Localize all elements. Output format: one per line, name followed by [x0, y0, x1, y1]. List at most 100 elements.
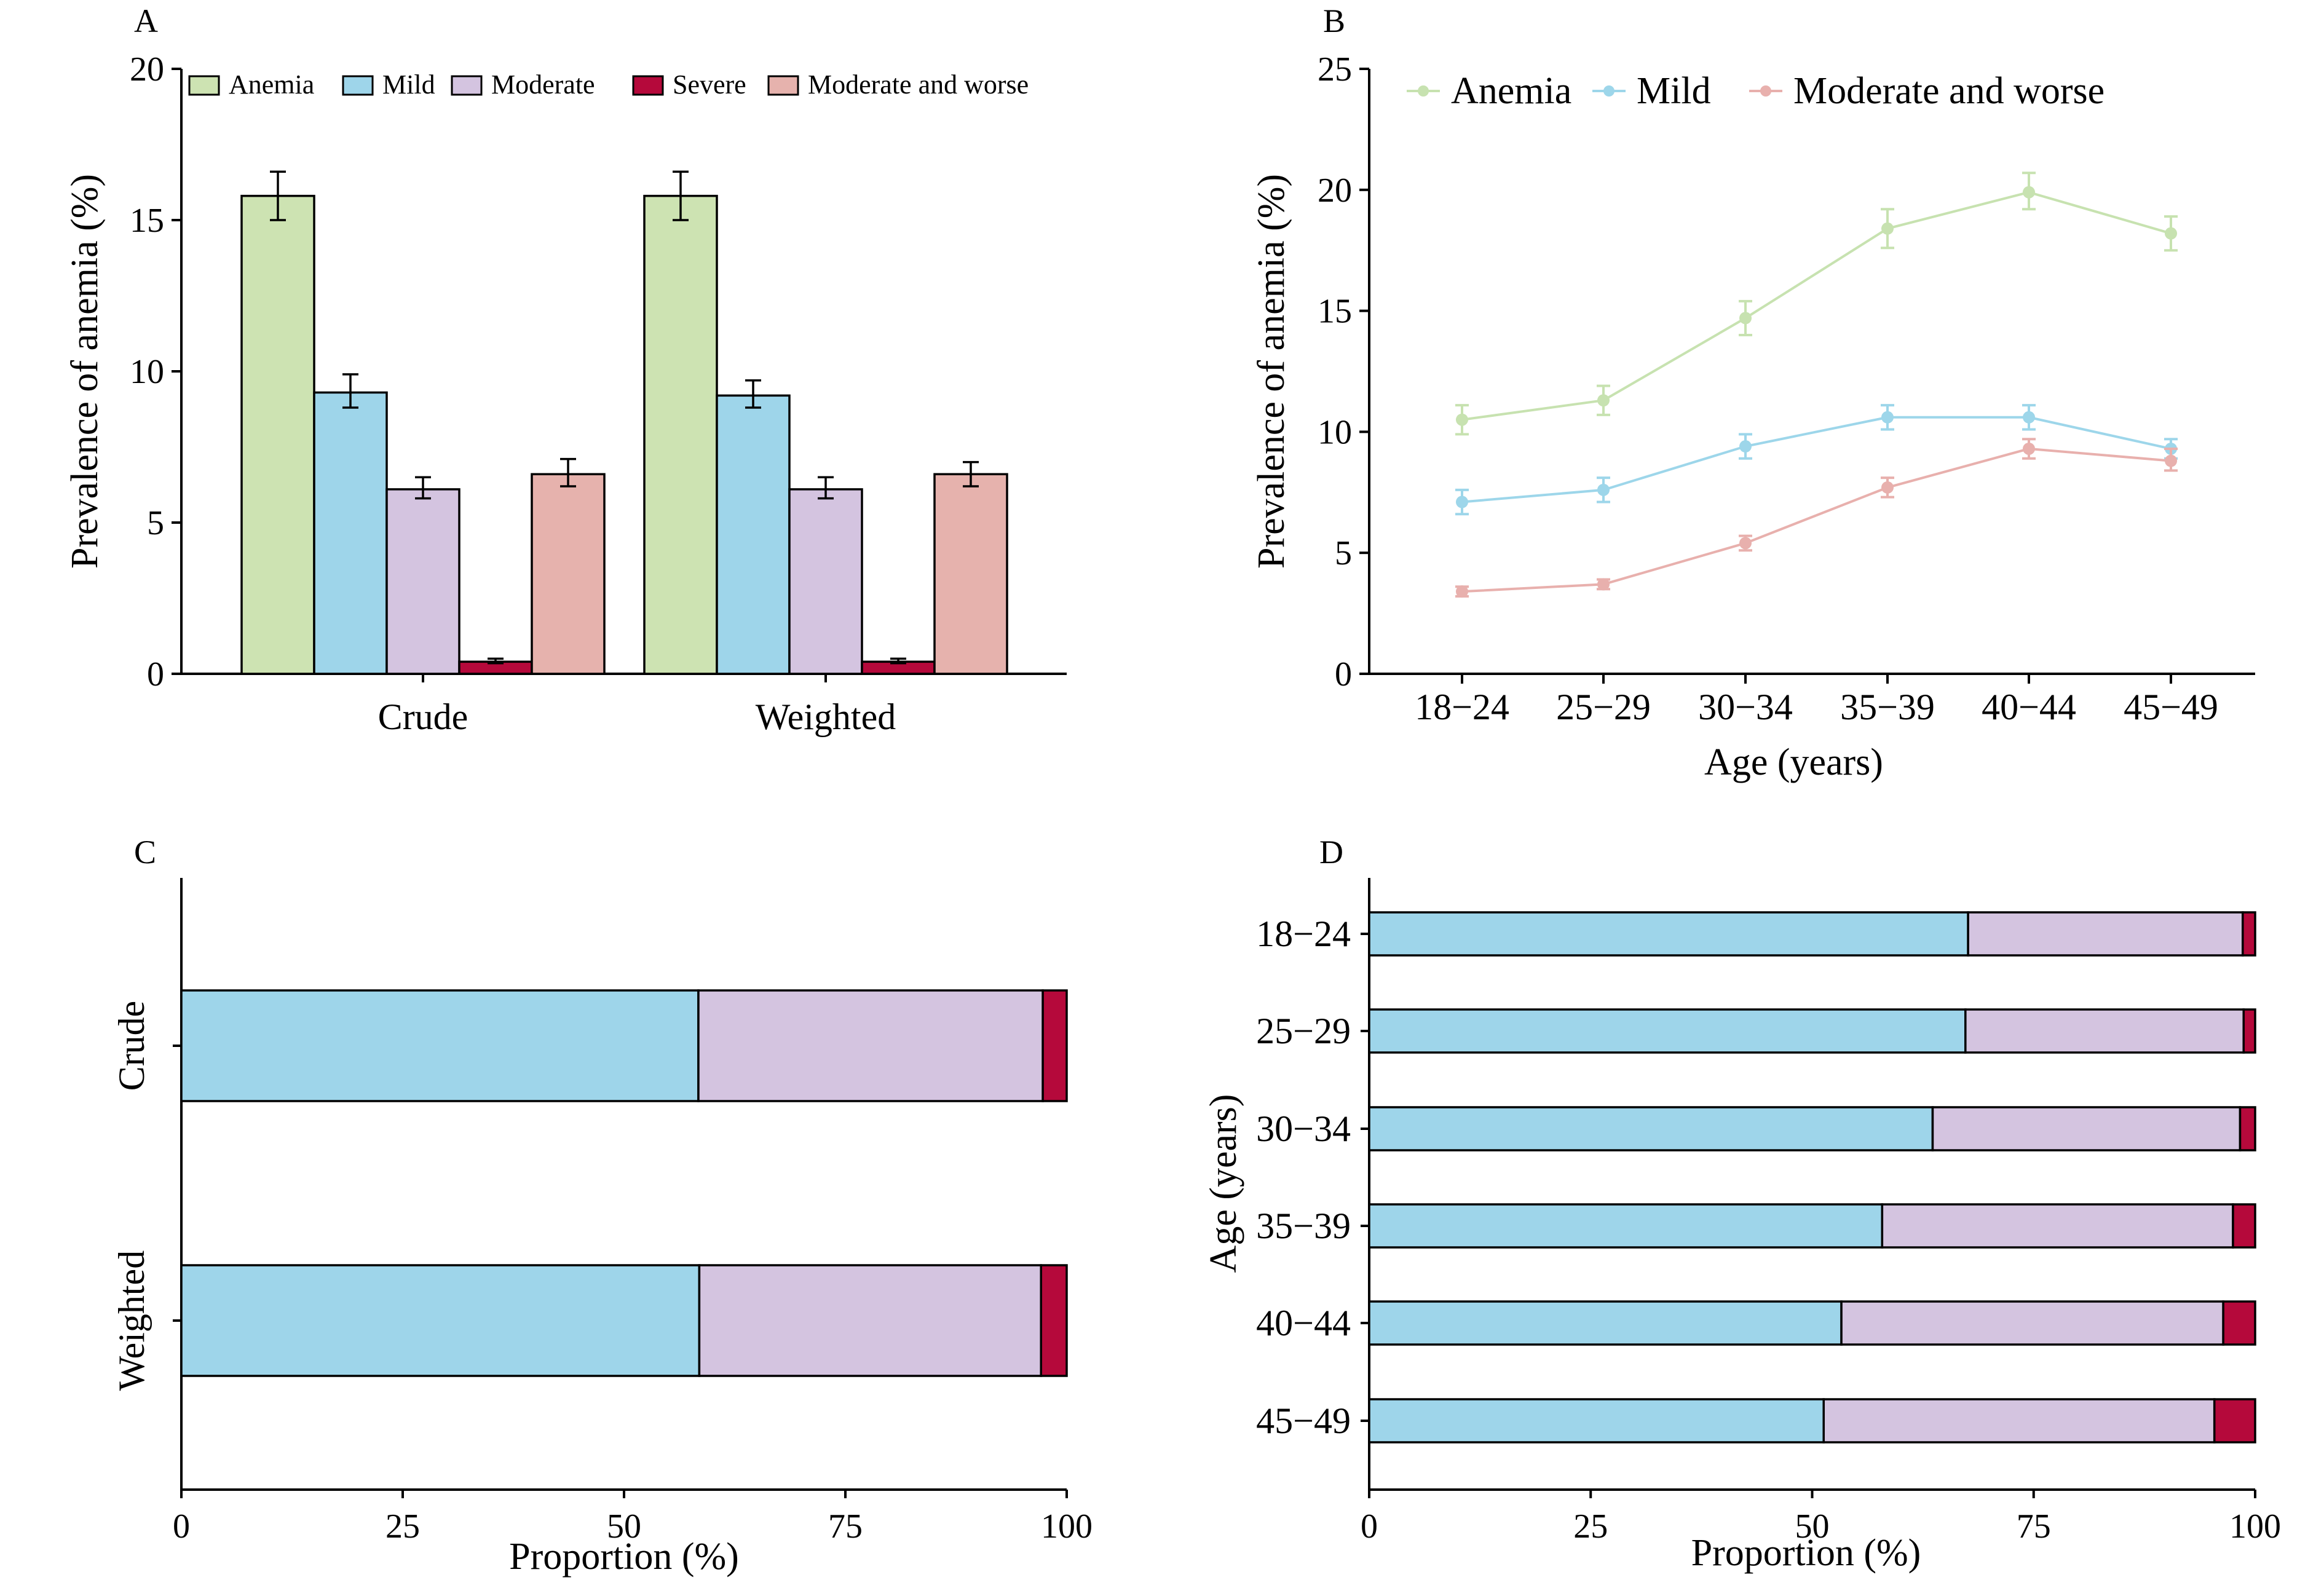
panel-c-bar-weighted-moderate: [698, 1264, 1042, 1377]
panel-b-line-mild: [1461, 416, 2172, 504]
panel-d-x-tick-label: 0: [1361, 1507, 1378, 1546]
panel-a-x-tick-label: Crude: [378, 697, 468, 737]
panel-d-bar-25-29-severe: [2242, 1008, 2256, 1054]
panel-b-point-mild: [2023, 411, 2035, 424]
panel-d-bar-40-44-moderate: [1840, 1300, 2224, 1346]
panel-d-y-axis-title: Age (years): [1203, 1094, 1244, 1273]
panel-b-letter: B: [1323, 2, 1345, 39]
panel-a-legend-swatch-anemia: [188, 75, 220, 96]
panel-d-y-tick-label: 35−39: [1256, 1206, 1351, 1246]
panel-d-letter: D: [1319, 834, 1343, 871]
panel-b-legend-marker-moderate-and-worse: [1760, 85, 1771, 97]
panel-c-letter: C: [134, 834, 156, 871]
panel-a-y-tick-label: 20: [130, 50, 164, 89]
panel-c-x-tick-label: 50: [607, 1507, 641, 1546]
panel-c-x-tick-label: 100: [1041, 1507, 1093, 1546]
panel-d-x-tick-label: 100: [2229, 1507, 2281, 1546]
panel-b-y-tick-label: 15: [1318, 293, 1352, 331]
panel-d-y-tick-label: 30−34: [1256, 1108, 1351, 1149]
panel-b-x-tick-label: 40−44: [1982, 687, 2076, 727]
panel-d-y-tick-label: 40−44: [1256, 1303, 1351, 1343]
panel-b-point-anemia: [2023, 186, 2035, 199]
panel-b-x-tick-label: 30−34: [1698, 687, 1793, 727]
panel-a-legend-swatch-severe: [632, 75, 664, 96]
panel-c-x-tick-label: 75: [828, 1507, 863, 1546]
panel-d-x-axis-title: Proportion (%): [1691, 1532, 1921, 1574]
panel-a-legend-swatch-moderate-and-worse: [767, 75, 799, 96]
panel-a-bar-crude-mild: [313, 391, 388, 675]
panel-b-y-tick-label: 20: [1318, 172, 1352, 210]
panel-a-legend-label-moderate: Moderate: [491, 69, 595, 100]
panel-a-letter: A: [134, 2, 158, 39]
panel-b-legend-label-mild: Mild: [1637, 70, 1711, 112]
panel-d-x-tick-label: 25: [1573, 1507, 1608, 1546]
panel-b-point-moderate-and-worse: [1456, 585, 1468, 598]
panel-a-bar-weighted-moderate: [788, 488, 863, 675]
panel-d-bar-45-49-mild: [1368, 1398, 1825, 1444]
panel-d-bar-35-39-moderate: [1881, 1203, 2234, 1249]
panel-c-x-tick-label: 25: [385, 1507, 420, 1546]
panel-a-y-axis-title: Prevalence of anemia (%): [64, 174, 106, 569]
panel-c-bar-crude-moderate: [697, 989, 1044, 1102]
panel-b-point-anemia: [1597, 394, 1610, 407]
panel-c-bar-crude-severe: [1041, 989, 1068, 1102]
panel-a-legend-swatch-mild: [342, 75, 374, 96]
panel-d-bar-30-34-mild: [1368, 1106, 1934, 1151]
panel-b-x-tick-label: 35−39: [1840, 687, 1935, 727]
panel-d-bar-18-24-mild: [1368, 911, 1969, 957]
panel-b-x-tick-label: 25−29: [1556, 687, 1651, 727]
panel-b-point-moderate-and-worse: [2165, 454, 2177, 467]
panel-a: A 0 5 10 15 20 Prevalence of anemia (%) Crude We…: [64, 2, 1067, 737]
panel-d-bar-45-49-severe: [2213, 1398, 2256, 1444]
panel-a-legend-label-mild: Mild: [382, 69, 435, 100]
panel-c-y-tick-label: Weighted: [111, 1250, 152, 1391]
panel-b-point-moderate-and-worse: [1881, 481, 1894, 494]
panel-b-legend-label-anemia: Anemia: [1451, 70, 1571, 112]
panel-a-bar-crude-moderate-and-worse: [531, 473, 606, 675]
panel-b-x-tick-label: 45−49: [2124, 687, 2218, 727]
panel-c-x-axis-title: Proportion (%): [509, 1536, 739, 1578]
panel-a-y-tick-label: 5: [147, 504, 164, 542]
panel-c-x-tick-label: 0: [173, 1507, 190, 1546]
panel-d-bar-30-34-moderate: [1931, 1106, 2242, 1151]
panel-b-point-anemia: [1456, 413, 1468, 426]
panel-a-y-tick-label: 10: [130, 353, 164, 391]
panel-b-legend-label-moderate-and-worse: Moderate and worse: [1793, 70, 2105, 112]
panel-b-point-anemia: [1739, 312, 1752, 325]
panel-a-bar-weighted-moderate-and-worse: [933, 473, 1008, 675]
panel-a-x-tick-label: Weighted: [756, 697, 896, 737]
panel-d-y-tick-label: 25−29: [1256, 1011, 1351, 1051]
panel-c-bar-crude-mild: [180, 989, 700, 1102]
panel-d-bar-35-39-severe: [2232, 1203, 2256, 1249]
panel-b-legend-marker-mild: [1603, 85, 1615, 97]
panel-a-bar-crude-anemia: [240, 194, 315, 675]
panel-b-point-mild: [1456, 496, 1468, 508]
panel-a-y-tick-label: 15: [130, 202, 164, 240]
panel-b-point-mild: [1739, 440, 1752, 453]
panel-d-bar-40-44-severe: [2222, 1300, 2256, 1346]
panel-a-y-tick-label: 0: [147, 655, 164, 693]
panel-b-y-axis-title: Prevalence of anemia (%): [1251, 174, 1292, 569]
panel-c-y-tick-label: Crude: [111, 1001, 152, 1091]
panel-b-y-tick-label: 10: [1318, 413, 1352, 451]
panel-b-point-moderate-and-worse: [1739, 537, 1752, 550]
panel-d: D 0 25 50 75 100 Proportion (%) Age (years) 18−2…: [1203, 834, 2281, 1574]
panel-b-point-mild: [1597, 483, 1610, 496]
panel-b-line-anemia: [1461, 191, 2172, 421]
panel-d-bar-25-29-moderate: [1964, 1008, 2245, 1054]
panel-d-bar-18-24-severe: [2242, 911, 2256, 957]
panel-b-point-mild: [1881, 411, 1894, 424]
panel-d-y-tick-label: 18−24: [1256, 914, 1351, 954]
panel-d-bar-35-39-mild: [1368, 1203, 1884, 1249]
panel-d-bar-30-34-severe: [2239, 1106, 2256, 1151]
panel-a-bar-crude-moderate: [385, 488, 460, 675]
panel-d-x-tick-label: 75: [2017, 1507, 2051, 1546]
panel-d-x-tick-label: 50: [1795, 1507, 1830, 1546]
panel-c-bar-weighted-mild: [180, 1264, 701, 1377]
panel-a-legend-label-moderate-and-worse: Moderate and worse: [808, 69, 1029, 100]
panel-c: C 0 25 50 75 100 Proportion (%) Crude Weighted: [111, 834, 1093, 1578]
panel-a-legend-label-anemia: Anemia: [229, 69, 314, 100]
panel-a-legend-swatch-moderate: [451, 75, 483, 96]
panel-d-y-tick-label: 45−49: [1256, 1400, 1351, 1441]
panel-b-x-tick-label: 18−24: [1415, 687, 1509, 727]
